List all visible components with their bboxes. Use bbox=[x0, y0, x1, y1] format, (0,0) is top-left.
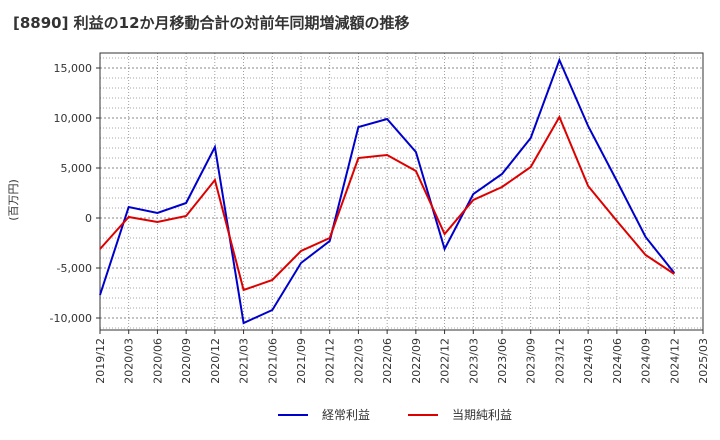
y-axis-label: (百万円) bbox=[7, 179, 20, 221]
x-tick-label: 2023/09 bbox=[525, 338, 538, 384]
x-tick-label: 2021/09 bbox=[295, 338, 308, 384]
x-tick-label: 2024/09 bbox=[640, 338, 653, 384]
y-tick-label: -10,000 bbox=[50, 312, 92, 325]
x-tick-label: 2021/03 bbox=[238, 338, 251, 384]
x-tick-label: 2022/06 bbox=[381, 338, 394, 384]
x-tick-label: 2021/12 bbox=[324, 338, 337, 384]
x-tick-label: 2023/06 bbox=[496, 338, 509, 384]
y-tick-label: 0 bbox=[85, 212, 92, 225]
x-tick-label: 2022/12 bbox=[439, 338, 452, 384]
legend-label-2: 当期純利益 bbox=[452, 408, 512, 422]
x-tick-label: 2024/03 bbox=[582, 338, 595, 384]
y-tick-label: 10,000 bbox=[54, 112, 93, 125]
x-tick-label: 2024/06 bbox=[611, 338, 624, 384]
series-line-2 bbox=[99, 114, 675, 292]
x-tick-label: 2022/03 bbox=[352, 338, 365, 384]
x-tick-label: 2020/06 bbox=[151, 338, 164, 384]
x-tick-label: 2023/03 bbox=[467, 338, 480, 384]
y-tick-label: 15,000 bbox=[54, 62, 93, 75]
series-line-1 bbox=[99, 57, 676, 325]
x-tick-label: 2021/06 bbox=[266, 338, 279, 384]
plot-frame bbox=[99, 52, 704, 331]
y-tick-label: 5,000 bbox=[61, 162, 93, 175]
plot-area bbox=[100, 53, 703, 330]
x-tick-label: 2020/09 bbox=[180, 338, 193, 384]
chart-title: [8890] 利益の12か月移動合計の対前年同期増減額の推移 bbox=[13, 14, 410, 32]
y-tick-label: -5,000 bbox=[57, 262, 92, 275]
x-tick-label: 2023/12 bbox=[553, 338, 566, 384]
legend-label-1: 経常利益 bbox=[322, 408, 370, 422]
x-tick-label: 2019/12 bbox=[94, 338, 107, 384]
x-tick-label: 2020/12 bbox=[209, 338, 222, 384]
x-tick-label: 2022/09 bbox=[410, 338, 423, 384]
x-tick-label: 2024/12 bbox=[668, 338, 681, 384]
x-tick-label: 2025/03 bbox=[697, 338, 710, 384]
x-tick-label: 2020/03 bbox=[123, 338, 136, 384]
